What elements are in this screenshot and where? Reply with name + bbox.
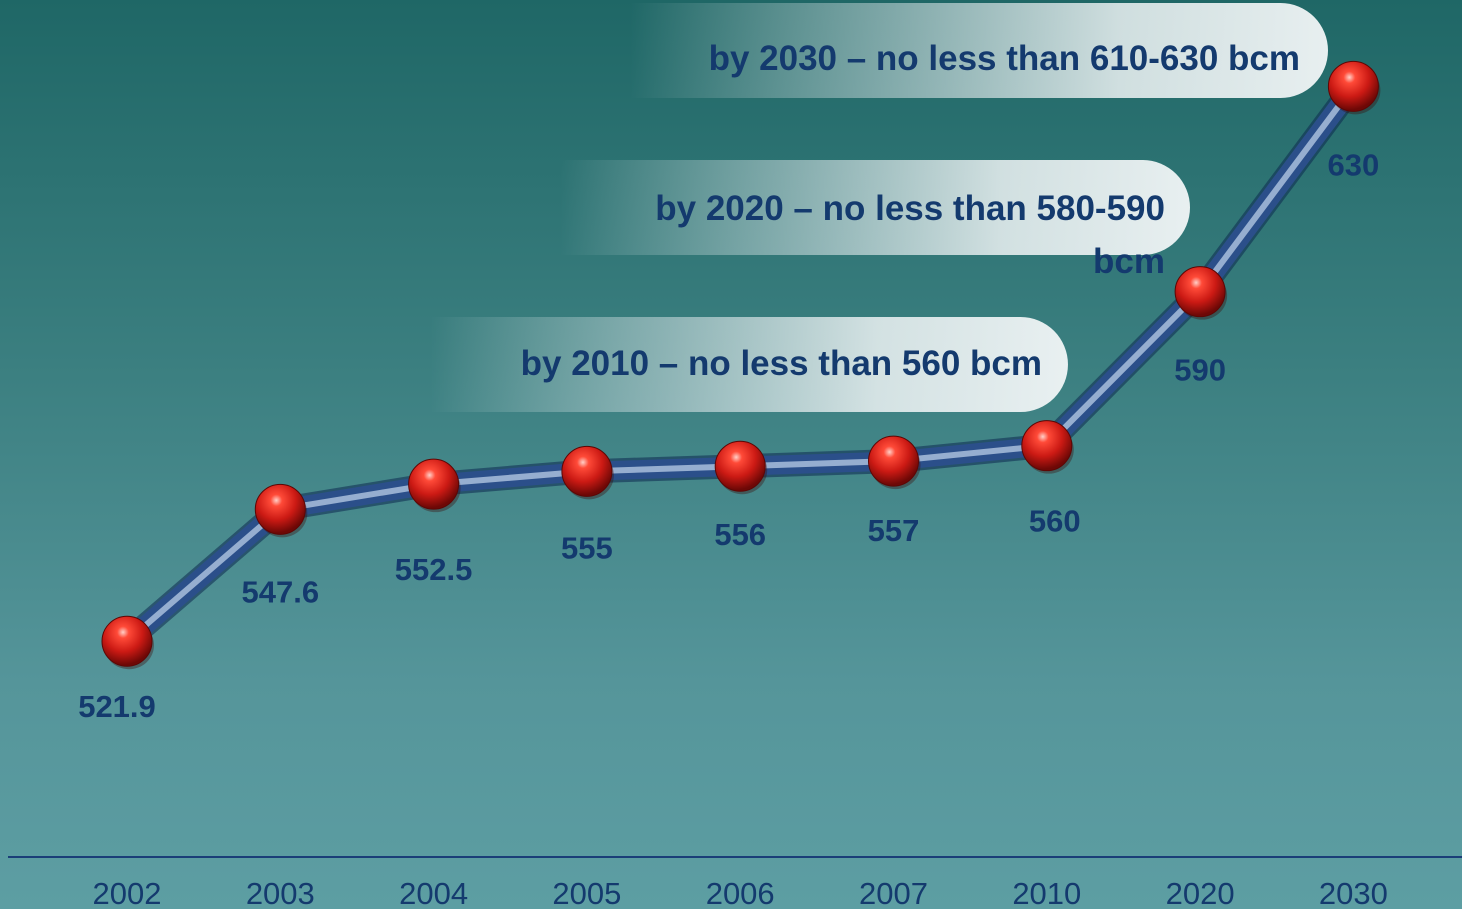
x-tick-2007: 2007 [859,876,928,909]
callouts: by 2030 – no less than 610-630 bcm by 202… [430,3,1328,412]
x-tick-2005: 2005 [552,876,621,909]
value-label-2020: 590 [1174,353,1226,388]
data-markers [101,60,1381,670]
x-tick-2003: 2003 [246,876,315,909]
data-point-2030 [1327,60,1379,112]
data-point-2002 [101,615,153,667]
callout-text-2020: bcm [1093,242,1165,281]
callout-bg-2020 [560,160,1191,255]
data-point-2010 [1021,420,1073,472]
value-label-2006: 556 [714,517,766,552]
value-label-2030: 630 [1328,147,1380,182]
data-point-2007 [868,435,919,487]
callout-text-2020: by 2020 – no less than 580-590 [655,189,1165,228]
callout-bg-2030 [630,3,1328,98]
x-tick-2004: 2004 [399,876,468,909]
x-tick-2002: 2002 [93,876,162,909]
data-point-2006 [714,440,766,492]
value-label-2004: 552.5 [395,552,473,587]
callout-text-2030: by 2030 – no less than 610-630 bcm [709,39,1300,78]
x-tick-2006: 2006 [706,876,775,909]
value-label-2002: 521.9 [78,689,156,724]
value-labels: 521.9 547.6 552.5 555 556 557 560 590 630 [78,147,1379,724]
callout-text-2010: by 2010 – no less than 560 bcm [521,344,1042,383]
callout-bg-2010 [430,317,1068,412]
value-label-2003: 547.6 [242,574,320,609]
x-tick-2010: 2010 [1012,876,1081,909]
data-point-2004 [408,458,460,510]
value-label-2007: 557 [868,513,920,548]
x-tick-2030: 2030 [1319,876,1388,909]
x-tick-2020: 2020 [1166,876,1235,909]
value-label-2010: 560 [1029,504,1081,539]
data-point-2003 [254,483,306,535]
value-label-2005: 555 [561,530,613,565]
x-tick-labels: 2002 2003 2004 2005 2006 2007 2010 2020 2030 [93,876,1388,909]
data-point-2005 [561,445,613,497]
data-point-2020 [1174,266,1226,318]
